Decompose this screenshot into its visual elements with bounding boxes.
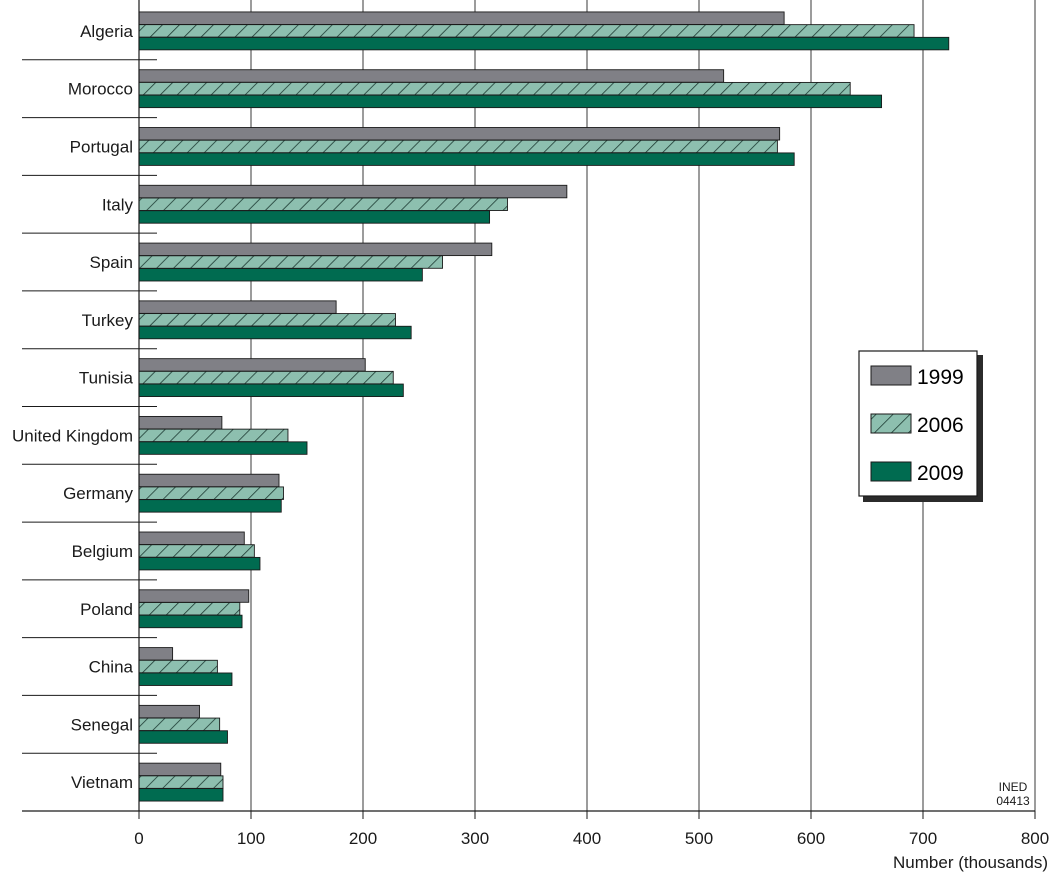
bar-germany-1999 bbox=[138, 473, 280, 488]
category-label: Senegal bbox=[71, 715, 133, 734]
bar-spain-2006 bbox=[138, 255, 443, 269]
bar-germany-2009 bbox=[138, 499, 282, 513]
bar-united-kingdom-2009 bbox=[138, 441, 308, 455]
category-label: China bbox=[89, 658, 134, 677]
bar-portugal-1999 bbox=[138, 127, 781, 141]
bar-belgium-2006 bbox=[138, 544, 255, 558]
credit-note: INED 04413 bbox=[996, 780, 1030, 808]
bar-united-kingdom-2006 bbox=[138, 428, 289, 443]
bar-poland-1999 bbox=[138, 589, 250, 603]
category-label: Vietnam bbox=[71, 773, 133, 792]
bar-portugal-2009 bbox=[138, 152, 795, 166]
bar-tunisia-2009 bbox=[138, 383, 404, 398]
axes bbox=[22, 0, 1036, 819]
bar-morocco-2006 bbox=[138, 81, 851, 96]
category-label: Germany bbox=[63, 484, 133, 503]
legend-label-1999: 1999 bbox=[917, 366, 964, 389]
bar-portugal-2006 bbox=[138, 139, 778, 154]
bar-algeria-1999 bbox=[138, 11, 785, 25]
bar-turkey-2006 bbox=[138, 313, 396, 327]
x-tick-label: 800 bbox=[1021, 829, 1049, 848]
bar-germany-2006 bbox=[138, 486, 284, 500]
bar-italy-2009 bbox=[138, 210, 491, 224]
bar-poland-2009 bbox=[138, 614, 243, 629]
legend-label-2009: 2009 bbox=[917, 462, 964, 485]
bar-spain-1999 bbox=[138, 242, 493, 257]
x-tick-label: 300 bbox=[461, 829, 489, 848]
category-label: Morocco bbox=[68, 80, 133, 99]
category-label: Belgium bbox=[72, 542, 133, 561]
category-label: Portugal bbox=[70, 137, 133, 156]
bar-vietnam-1999 bbox=[138, 762, 222, 777]
bars bbox=[138, 11, 950, 802]
bar-italy-1999 bbox=[138, 184, 568, 199]
bar-algeria-2006 bbox=[138, 24, 915, 38]
bar-senegal-2009 bbox=[138, 730, 228, 744]
bar-vietnam-2009 bbox=[138, 788, 224, 802]
credit-line-2: 04413 bbox=[996, 794, 1030, 808]
legend-swatch-1999 bbox=[870, 365, 912, 386]
bar-algeria-2009 bbox=[138, 36, 950, 51]
legend: 1999 2006 2009 bbox=[858, 350, 983, 502]
bar-belgium-1999 bbox=[138, 531, 245, 545]
x-tick-label: 400 bbox=[573, 829, 601, 848]
x-tick-label: 700 bbox=[909, 829, 937, 848]
category-label: Tunisia bbox=[79, 369, 134, 388]
bar-morocco-1999 bbox=[138, 69, 725, 83]
category-label: United Kingdom bbox=[12, 426, 133, 445]
category-label: Turkey bbox=[82, 311, 134, 330]
bar-senegal-1999 bbox=[138, 704, 200, 719]
x-tick-label: 200 bbox=[349, 829, 377, 848]
category-label: Spain bbox=[90, 253, 133, 272]
bar-turkey-1999 bbox=[138, 300, 337, 314]
bar-italy-2006 bbox=[138, 197, 508, 211]
category-label: Algeria bbox=[80, 22, 133, 41]
legend-label-2006: 2006 bbox=[917, 414, 964, 437]
labels: Algeria Morocco Portugal Italy Spain Turkey Tu… bbox=[12, 22, 1049, 848]
x-tick-label: 500 bbox=[685, 829, 713, 848]
bar-vietnam-2006 bbox=[138, 775, 224, 789]
x-axis-title: Number (thousands) bbox=[893, 853, 1048, 872]
bar-united-kingdom-1999 bbox=[138, 415, 223, 430]
bar-poland-2006 bbox=[138, 602, 241, 616]
x-tick-label: 0 bbox=[134, 829, 143, 848]
bar-morocco-2009 bbox=[138, 94, 883, 109]
x-tick-label: 600 bbox=[797, 829, 825, 848]
bar-china-2006 bbox=[138, 659, 218, 674]
credit-line-1: INED bbox=[999, 780, 1028, 794]
bar-tunisia-1999 bbox=[138, 358, 366, 372]
x-tick-label: 100 bbox=[237, 829, 265, 848]
bar-tunisia-2006 bbox=[138, 370, 394, 385]
legend-swatch-2006 bbox=[870, 413, 912, 434]
bar-china-2009 bbox=[138, 672, 233, 686]
category-label: Poland bbox=[80, 600, 133, 619]
bar-spain-2009 bbox=[138, 268, 423, 282]
bar-turkey-2009 bbox=[138, 325, 412, 340]
category-label: Italy bbox=[102, 195, 134, 214]
bar-senegal-2006 bbox=[138, 717, 221, 732]
bar-china-1999 bbox=[138, 647, 174, 661]
legend-swatch-2009 bbox=[870, 461, 912, 482]
bar-belgium-2009 bbox=[138, 556, 261, 571]
